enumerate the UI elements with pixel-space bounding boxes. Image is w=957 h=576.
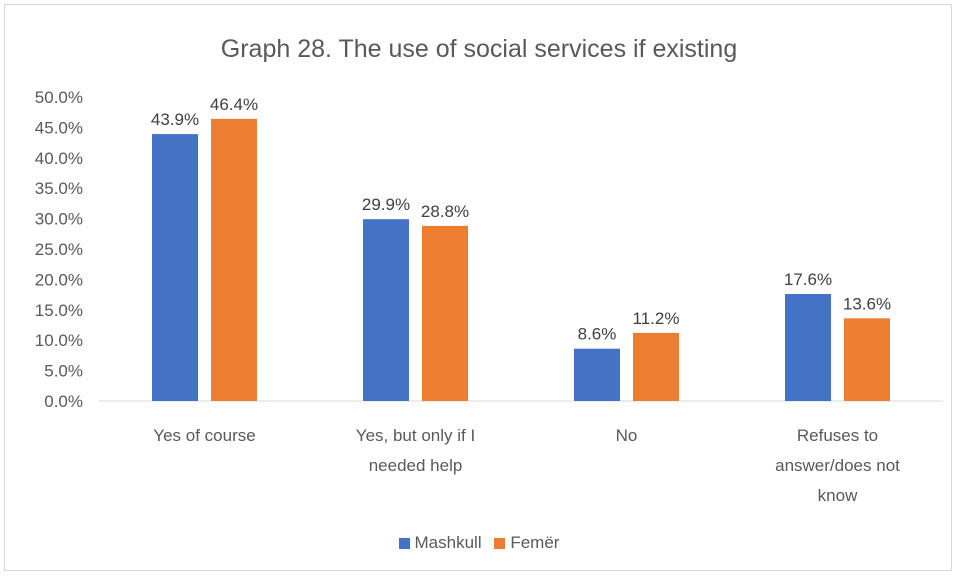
x-category-label: No (616, 426, 638, 445)
bar-mashkull (574, 348, 620, 401)
bar-femr (633, 332, 679, 401)
chart-plot: 0.0% 5.0% 10.0% 15.0% 20.0% 25.0% 30.0% 35.0% 40… (35, 88, 943, 505)
legend-item-mashkull: Mashkull (398, 533, 482, 553)
y-tick-label: 5.0% (44, 362, 83, 381)
data-label: 8.6% (578, 325, 617, 344)
data-label: 17.6% (784, 270, 832, 289)
data-label: 43.9% (151, 110, 199, 129)
legend-swatch-femer (494, 537, 506, 549)
data-label: 29.9% (362, 195, 410, 214)
y-tick-label: 30.0% (35, 210, 83, 229)
x-category-label: needed help (369, 456, 463, 475)
bar-mashkull (363, 219, 409, 401)
bar-femr (211, 118, 257, 401)
y-tick-label: 15.0% (35, 301, 83, 320)
y-tick-label: 20.0% (35, 270, 83, 289)
y-tick-label: 25.0% (35, 240, 83, 259)
y-tick-label: 10.0% (35, 331, 83, 350)
legend-swatch-mashkull (398, 537, 410, 549)
data-label: 46.4% (210, 95, 258, 114)
x-category-label: know (818, 486, 858, 505)
bar-femr (422, 225, 468, 401)
data-label: 28.8% (421, 202, 469, 221)
legend-item-femer: Femër (494, 533, 559, 553)
legend-label-femer: Femër (510, 533, 560, 552)
x-category-label: Yes of course (153, 426, 255, 445)
y-tick-label: 45.0% (35, 118, 83, 137)
y-tick-label: 50.0% (35, 88, 83, 107)
chart-frame: Graph 28. The use of social services if … (4, 4, 952, 571)
bar-femr (844, 318, 890, 401)
x-category-label: Refuses to (797, 426, 878, 445)
data-label: 11.2% (633, 309, 680, 328)
x-category-label: answer/does not (775, 456, 900, 475)
y-tick-label: 35.0% (35, 179, 83, 198)
legend-label-mashkull: Mashkull (414, 533, 482, 552)
data-label: 13.6% (843, 294, 891, 313)
chart-legend: Mashkull Femër (5, 533, 953, 554)
y-tick-label: 40.0% (35, 149, 83, 168)
x-category-label: Yes, but only if I (356, 426, 475, 445)
bar-mashkull (152, 134, 198, 401)
y-tick-label: 0.0% (44, 392, 83, 411)
chart-title: Graph 28. The use of social services if … (220, 35, 738, 63)
bar-mashkull (785, 293, 831, 401)
